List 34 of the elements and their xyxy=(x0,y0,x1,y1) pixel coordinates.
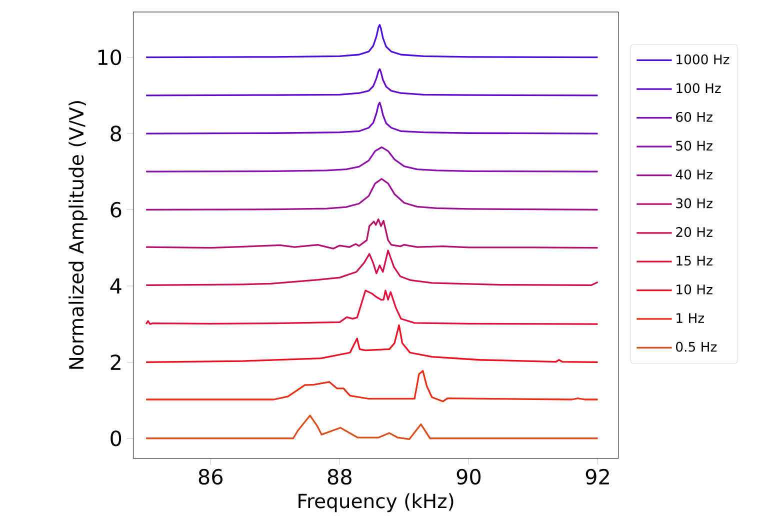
line-series xyxy=(145,68,599,96)
x-tick-label: 90 xyxy=(456,468,481,485)
line-series xyxy=(145,324,599,364)
line-series xyxy=(145,370,599,402)
y-tick-label: 4 xyxy=(110,278,122,294)
y-tick-label: 8 xyxy=(110,126,122,142)
x-tick-label: 86 xyxy=(198,468,223,485)
legend-label: 15 Hz xyxy=(676,256,712,266)
legend-label: 30 Hz xyxy=(676,198,712,208)
x-axis-title: Frequency (kHz) xyxy=(298,493,454,512)
line-series xyxy=(145,102,599,134)
legend-label: 100 Hz xyxy=(676,83,721,94)
legend-label: 1 Hz xyxy=(676,313,704,323)
line-series xyxy=(145,146,599,173)
y-axis-title: Normalized Amplitude (V/V) xyxy=(68,101,88,369)
line-series xyxy=(145,414,599,440)
y-tick-label: 0 xyxy=(110,430,122,446)
legend-label: 60 Hz xyxy=(676,112,712,122)
y-tick-label: 6 xyxy=(110,202,122,218)
legend-label: 20 Hz xyxy=(676,227,712,238)
line-series xyxy=(145,178,599,211)
line-series xyxy=(145,290,599,325)
legend-label: 40 Hz xyxy=(676,170,712,180)
line-series xyxy=(145,24,599,58)
y-tick-label: 2 xyxy=(110,354,120,370)
line-series xyxy=(145,250,599,286)
x-tick-label: 92 xyxy=(586,468,609,485)
legend-label: 1000 Hz xyxy=(676,54,730,64)
legend-label: 50 Hz xyxy=(676,140,712,151)
x-tick-label: 88 xyxy=(328,468,352,485)
y-tick-label: 10 xyxy=(98,50,122,66)
legend-label: 10 Hz xyxy=(676,284,712,294)
legend-label: 0.5 Hz xyxy=(676,342,717,352)
line-series xyxy=(145,218,599,250)
